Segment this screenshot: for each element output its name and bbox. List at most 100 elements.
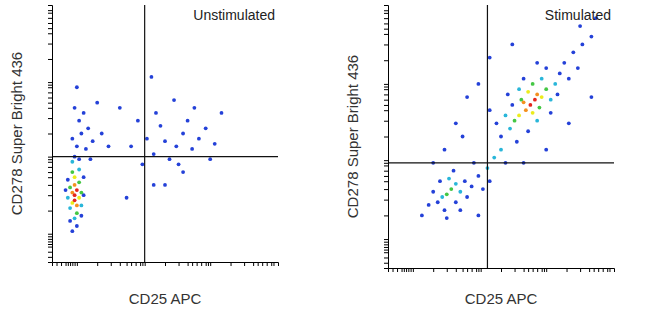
point	[73, 175, 77, 179]
point	[86, 126, 90, 130]
tick	[165, 262, 166, 266]
axis-line	[48, 6, 53, 263]
tick	[48, 167, 52, 168]
point	[152, 152, 156, 156]
tick-mark	[253, 262, 254, 266]
tick-mark	[48, 167, 52, 168]
tick	[384, 121, 388, 122]
tick-mark	[544, 268, 545, 272]
point	[427, 203, 431, 207]
tick-mark	[208, 262, 209, 266]
tick-mark	[206, 262, 207, 266]
point	[549, 111, 553, 115]
point	[506, 93, 510, 97]
y-axis	[384, 6, 389, 269]
axis-line	[384, 6, 389, 269]
tick-mark	[537, 268, 538, 272]
tick	[408, 268, 409, 272]
tick-mark	[68, 262, 69, 266]
tick	[384, 181, 388, 182]
point	[553, 82, 557, 86]
tick	[589, 268, 590, 272]
point	[517, 114, 521, 118]
point	[571, 50, 575, 54]
x-axis-title: CD25 APC	[465, 290, 538, 307]
y-axis-title: CD278 Super Bright 436	[8, 52, 25, 215]
point	[192, 106, 196, 110]
tick-mark	[111, 262, 112, 266]
tick-mark	[594, 268, 595, 272]
tick-mark	[524, 268, 525, 272]
point	[438, 179, 442, 183]
point	[458, 190, 462, 194]
point	[492, 156, 496, 160]
tick	[384, 160, 388, 161]
point	[75, 211, 79, 215]
point	[136, 119, 140, 123]
tick-mark	[384, 244, 388, 245]
point	[89, 157, 93, 161]
tick	[609, 268, 610, 272]
point	[558, 71, 562, 75]
tick-mark	[384, 110, 388, 111]
point	[79, 132, 83, 136]
x-axis-title: CD25 APC	[129, 290, 202, 307]
point	[75, 204, 79, 208]
tick-mark	[413, 268, 414, 272]
tick-mark	[384, 160, 388, 161]
y-axis	[48, 6, 53, 263]
tick-mark	[384, 18, 388, 19]
tick-mark	[142, 262, 143, 266]
tick	[258, 262, 259, 266]
point	[454, 121, 458, 125]
annotation: Unstimulated	[193, 7, 275, 23]
tick-mark	[463, 268, 464, 272]
tick-mark	[127, 262, 128, 266]
y-axis-title: CD278 Super Bright 436	[344, 55, 361, 218]
tick-mark	[48, 247, 52, 248]
tick	[501, 268, 502, 272]
point	[145, 137, 149, 141]
tick	[188, 262, 189, 266]
tick-mark	[165, 262, 166, 266]
tick-mark	[48, 172, 52, 173]
panel: CD25 APCCD278 Super Bright 436Stimulated	[344, 5, 615, 307]
point	[510, 103, 514, 107]
point	[449, 187, 453, 191]
tick	[544, 268, 545, 272]
tick	[61, 262, 62, 266]
tick	[603, 268, 604, 272]
point	[443, 208, 447, 212]
point	[508, 127, 512, 131]
tick-mark	[609, 268, 610, 272]
point	[79, 214, 83, 218]
tick	[140, 262, 141, 266]
tick	[48, 23, 52, 24]
tick-mark	[447, 268, 448, 272]
tick-mark	[72, 262, 73, 266]
tick	[48, 247, 52, 248]
tick-mark	[77, 262, 78, 266]
tick	[384, 247, 388, 248]
tick	[262, 262, 263, 266]
tick	[57, 262, 58, 266]
axis-line	[389, 269, 615, 273]
point	[477, 214, 481, 218]
gate-line	[52, 156, 278, 157]
point	[510, 43, 514, 47]
point	[477, 174, 481, 178]
tick	[476, 268, 477, 272]
gate-line	[388, 162, 614, 163]
tick	[384, 84, 388, 85]
tick	[48, 44, 52, 45]
tick-mark	[48, 13, 52, 14]
tick-mark	[542, 268, 543, 272]
tick	[384, 105, 388, 106]
tick	[467, 268, 468, 272]
panel: CD25 APC CD278 Super Bright 436 Unstimulat…	[8, 5, 279, 307]
tick	[244, 262, 245, 266]
point	[544, 66, 548, 70]
tick-mark	[136, 262, 137, 266]
point	[528, 103, 532, 107]
tick	[127, 262, 128, 266]
